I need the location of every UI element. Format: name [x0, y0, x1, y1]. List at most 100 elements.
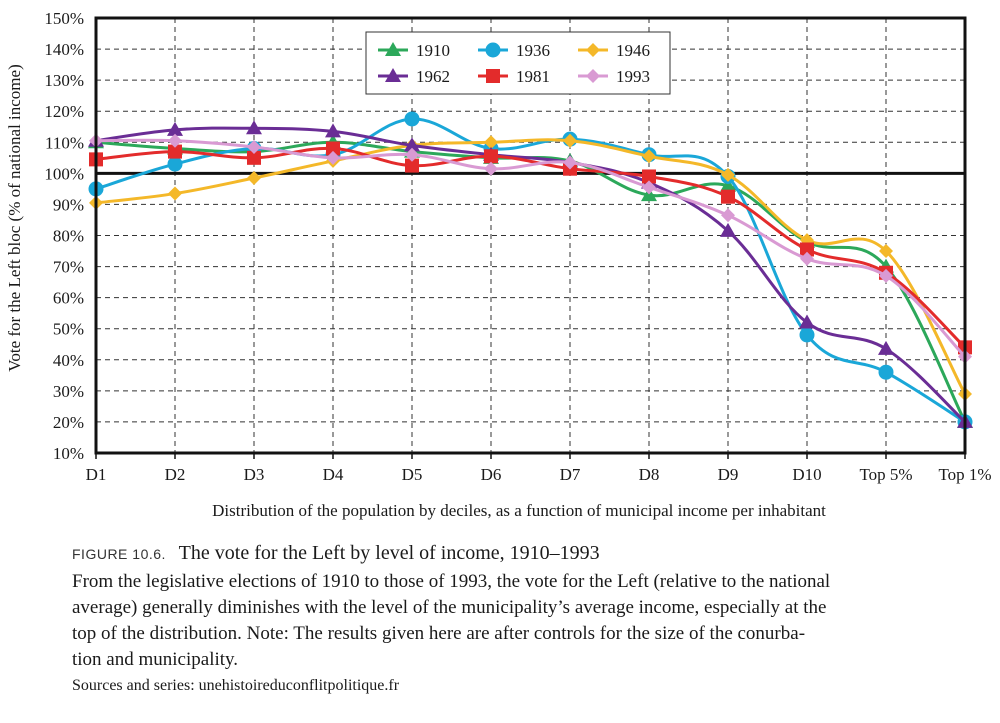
series-layer	[88, 111, 973, 430]
data-point-1962	[799, 314, 815, 329]
caption-body-line: From the legislative elections of 1910 t…	[72, 571, 831, 592]
data-point-1993	[563, 155, 577, 170]
y-tick-label: 80%	[53, 227, 84, 246]
y-tick-label: 90%	[53, 195, 84, 214]
data-point-1981	[484, 149, 498, 164]
data-point-1981	[721, 189, 735, 204]
y-tick-label: 150%	[44, 9, 84, 28]
x-tick-label: D5	[402, 465, 423, 484]
data-point-1946	[879, 244, 893, 259]
figure-title: The vote for the Left by level of income…	[178, 542, 600, 564]
legend-marker	[586, 43, 600, 57]
series-1946	[89, 133, 972, 401]
x-tick-label: Top 5%	[859, 465, 912, 484]
y-tick-label: 130%	[44, 71, 84, 90]
data-point-1936	[799, 327, 815, 343]
data-point-1962	[720, 222, 736, 237]
y-tick-label: 60%	[53, 289, 84, 308]
legend-marker	[385, 42, 401, 56]
legend-entry-1962: 1962	[378, 67, 450, 86]
legend-entry-1946: 1946	[578, 41, 650, 60]
legend-marker	[385, 68, 401, 82]
data-point-1962	[404, 137, 420, 152]
x-tick-label: D8	[639, 465, 660, 484]
data-point-1993	[405, 147, 419, 162]
data-point-1946	[563, 133, 577, 148]
caption-heading: FIGURE 10.6. The vote for the Left by le…	[72, 540, 932, 567]
data-point-1936	[404, 111, 420, 127]
y-tick-label: 10%	[53, 444, 84, 463]
data-point-1962	[246, 120, 262, 135]
y-tick-label: 70%	[53, 258, 84, 277]
caption-body: From the legislative elections of 1910 t…	[72, 569, 932, 673]
data-point-1936	[167, 156, 183, 172]
y-tick-label: 100%	[44, 164, 84, 183]
legend: 1910 1936 1946 1962 1981 1993	[365, 31, 671, 95]
x-axis-title: Distribution of the population by decile…	[212, 501, 826, 520]
legend-label: 1962	[416, 67, 450, 86]
legend-marker	[586, 69, 600, 83]
caption-body-line: average) generally diminishes with the l…	[72, 597, 827, 618]
series-1962	[88, 120, 973, 428]
legend-label: 1910	[416, 41, 450, 60]
data-point-1981	[168, 144, 182, 159]
legend-entry-1910: 1910	[378, 41, 450, 60]
legend-label: 1936	[516, 41, 550, 60]
data-point-1936	[878, 364, 894, 380]
data-point-1993	[168, 133, 182, 148]
data-point-1946	[721, 167, 735, 182]
x-tick-label: D4	[323, 465, 344, 484]
caption-body-line: tion and municipality.	[72, 649, 239, 670]
figure-label: FIGURE 10.6.	[72, 546, 166, 562]
legend-label: 1981	[516, 67, 550, 86]
y-tick-label: 20%	[53, 413, 84, 432]
data-point-1993	[800, 251, 814, 266]
figure-caption: FIGURE 10.6. The vote for the Left by le…	[72, 540, 932, 697]
data-point-1993	[484, 161, 498, 176]
data-point-1981	[800, 242, 814, 257]
y-tick-label: 40%	[53, 351, 84, 370]
data-point-1962	[878, 340, 894, 355]
legend-entry-1936: 1936	[478, 41, 550, 60]
y-tick-label: 50%	[53, 320, 84, 339]
legend-marker	[485, 42, 501, 58]
series-1910	[88, 134, 973, 428]
legend-box	[365, 31, 671, 95]
data-point-1993	[247, 139, 261, 154]
plot-frame	[94, 16, 967, 455]
data-point-1962	[325, 123, 341, 138]
y-tick-label: 30%	[53, 382, 84, 401]
data-point-1910	[720, 177, 736, 192]
caption-body-line: top of the distribution. Note: The resul…	[72, 623, 806, 644]
data-point-1993	[879, 268, 893, 283]
data-point-1993	[721, 208, 735, 223]
data-point-1981	[247, 150, 261, 165]
x-tick-label: D3	[244, 465, 265, 484]
x-tick-label: D2	[165, 465, 186, 484]
data-point-1981	[405, 158, 419, 173]
legend-marker	[486, 69, 500, 83]
sources-note: Sources and series: unehistoireduconflit…	[72, 677, 400, 694]
y-tick-label: 140%	[44, 40, 84, 59]
data-point-1946	[247, 171, 261, 186]
data-point-1946	[168, 186, 182, 201]
x-tick-label: D6	[481, 465, 502, 484]
data-point-1993	[326, 150, 340, 165]
data-point-1946	[642, 149, 656, 164]
y-tick-label: 120%	[44, 102, 84, 121]
data-point-1981	[642, 169, 656, 184]
legend-entry-1981: 1981	[478, 67, 550, 86]
data-point-1981	[326, 141, 340, 156]
legend-label: 1946	[616, 41, 650, 60]
x-tick-label: D7	[560, 465, 581, 484]
y-axis-title: Vote for the Left bloc (% of national in…	[5, 64, 24, 371]
axes: 10% 20% 30% 40% 50% 60% 70% 80% 90% 100% 110% 120% 1…	[44, 9, 991, 484]
legend-entry-1993: 1993	[578, 67, 650, 86]
data-point-1993	[642, 180, 656, 195]
legend-label: 1993	[616, 67, 650, 86]
y-tick-label: 110%	[45, 133, 84, 152]
data-point-1946	[484, 135, 498, 150]
data-point-1962	[167, 121, 183, 136]
x-tick-label: D9	[718, 465, 739, 484]
x-tick-label: D1	[86, 465, 107, 484]
